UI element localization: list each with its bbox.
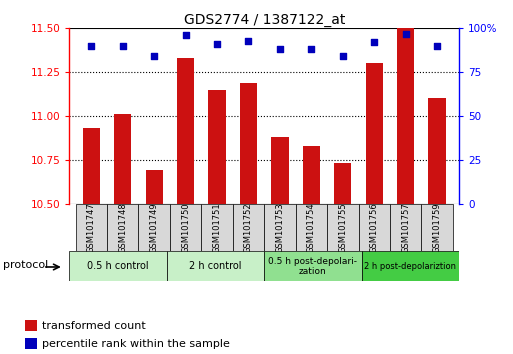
- Text: GSM101750: GSM101750: [181, 202, 190, 253]
- Bar: [146, 170, 163, 204]
- Text: 0.5 h post-depolari-
zation: 0.5 h post-depolari- zation: [268, 257, 358, 276]
- Point: [87, 43, 95, 48]
- Point: [402, 31, 410, 36]
- Bar: [201, 204, 233, 251]
- Point: [182, 33, 190, 38]
- Point: [119, 43, 127, 48]
- Bar: [167, 251, 264, 281]
- Bar: [114, 114, 131, 204]
- Text: GSM101751: GSM101751: [212, 202, 222, 253]
- Bar: [139, 204, 170, 251]
- Bar: [390, 204, 421, 251]
- Bar: [25, 338, 37, 349]
- Text: GSM101757: GSM101757: [401, 202, 410, 253]
- Text: GSM101755: GSM101755: [338, 202, 347, 253]
- Bar: [271, 137, 289, 204]
- Bar: [303, 146, 320, 204]
- Bar: [75, 204, 107, 251]
- Bar: [177, 58, 194, 204]
- Point: [150, 53, 158, 59]
- Text: GSM101756: GSM101756: [370, 202, 379, 253]
- Point: [213, 41, 221, 47]
- Point: [433, 43, 441, 48]
- Text: GSM101748: GSM101748: [118, 202, 127, 253]
- Text: transformed count: transformed count: [42, 321, 146, 331]
- Bar: [421, 204, 453, 251]
- Bar: [327, 204, 359, 251]
- Bar: [83, 128, 100, 204]
- Text: 2 h control: 2 h control: [189, 261, 242, 272]
- Bar: [295, 204, 327, 251]
- Point: [370, 40, 379, 45]
- Text: 0.5 h control: 0.5 h control: [87, 261, 149, 272]
- Bar: [208, 90, 226, 204]
- Bar: [362, 251, 459, 281]
- Text: percentile rank within the sample: percentile rank within the sample: [42, 339, 230, 349]
- Bar: [334, 163, 351, 204]
- Bar: [359, 204, 390, 251]
- Point: [339, 53, 347, 59]
- Bar: [264, 251, 362, 281]
- Bar: [233, 204, 264, 251]
- Text: GSM101759: GSM101759: [432, 202, 442, 253]
- Title: GDS2774 / 1387122_at: GDS2774 / 1387122_at: [184, 13, 345, 27]
- Point: [244, 38, 252, 44]
- Text: GSM101749: GSM101749: [150, 202, 159, 253]
- Bar: [366, 63, 383, 204]
- Bar: [69, 251, 167, 281]
- Bar: [170, 204, 201, 251]
- Text: protocol: protocol: [4, 260, 49, 270]
- Text: GSM101753: GSM101753: [275, 202, 284, 253]
- Point: [307, 46, 315, 52]
- Bar: [428, 98, 446, 204]
- Text: GSM101747: GSM101747: [87, 202, 96, 253]
- Bar: [25, 320, 37, 331]
- Bar: [397, 28, 415, 204]
- Bar: [240, 82, 257, 204]
- Text: GSM101754: GSM101754: [307, 202, 316, 253]
- Point: [276, 46, 284, 52]
- Bar: [107, 204, 139, 251]
- Bar: [264, 204, 295, 251]
- Text: GSM101752: GSM101752: [244, 202, 253, 253]
- Text: 2 h post-depolariztion: 2 h post-depolariztion: [364, 262, 457, 271]
